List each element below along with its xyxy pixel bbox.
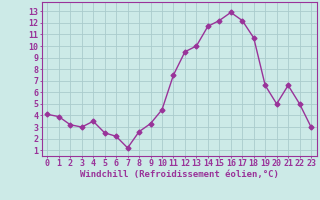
- X-axis label: Windchill (Refroidissement éolien,°C): Windchill (Refroidissement éolien,°C): [80, 170, 279, 179]
